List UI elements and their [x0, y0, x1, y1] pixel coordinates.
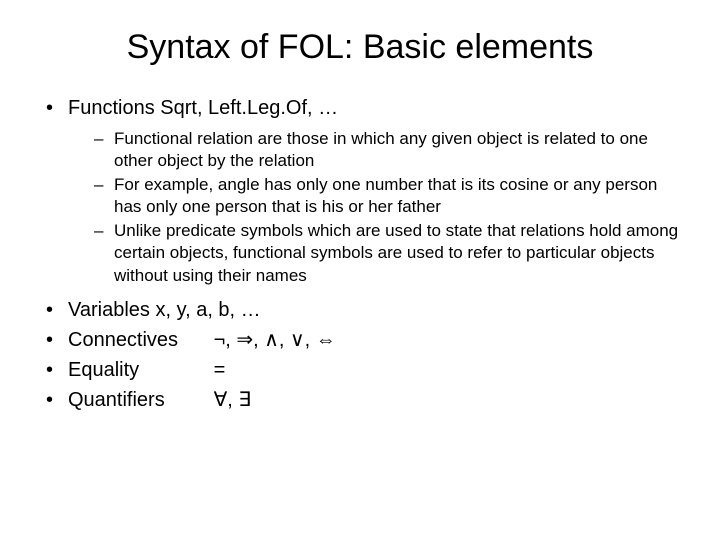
connectives-item: Connectives ¬, ⇒, ∧, ∨, ⇔: [40, 327, 680, 354]
connectives-symbols: ¬, ⇒, ∧, ∨, ⇔: [214, 329, 336, 351]
quantifiers-symbols: ∀, ∃: [214, 389, 251, 411]
variables-item: Variables x, y, a, b, …: [40, 297, 680, 324]
slide-title: Syntax of FOL: Basic elements: [40, 28, 680, 67]
quantifiers-label: Quantifiers: [68, 387, 208, 414]
functions-sub-1: For example, angle has only one number t…: [90, 174, 680, 218]
functions-item: Functions Sqrt, Left.Leg.Of, … Functiona…: [40, 95, 680, 287]
connectives-label: Connectives: [68, 327, 208, 354]
functions-sub-2: Unlike predicate symbols which are used …: [90, 220, 680, 286]
equality-item: Equality =: [40, 357, 680, 384]
functions-sub-0: Functional relation are those in which a…: [90, 128, 680, 172]
equality-symbols: =: [214, 359, 226, 381]
functions-sublist: Functional relation are those in which a…: [68, 128, 680, 287]
equality-label: Equality: [68, 357, 208, 384]
functions-heading: Functions Sqrt, Left.Leg.Of, …: [68, 97, 338, 119]
quantifiers-item: Quantifiers ∀, ∃: [40, 387, 680, 414]
main-bullet-list: Functions Sqrt, Left.Leg.Of, … Functiona…: [40, 95, 680, 414]
